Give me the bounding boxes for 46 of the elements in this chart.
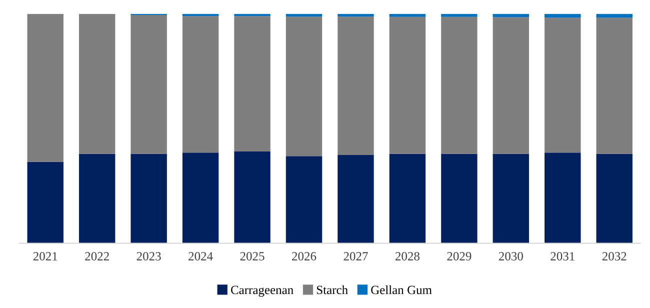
bar: [338, 154, 374, 244]
bar: [596, 154, 632, 244]
bar: [234, 152, 270, 244]
bar: [441, 154, 478, 244]
bar: [544, 152, 581, 244]
legend-label: Gellan Gum: [371, 285, 432, 294]
bar: [182, 16, 219, 153]
bar: [389, 154, 426, 244]
x-tick-label: 2021: [33, 252, 58, 260]
bar: [492, 154, 530, 244]
x-tick-label: 2024: [188, 252, 213, 260]
bar: [441, 14, 478, 17]
bar: [27, 14, 64, 162]
bar: [286, 16, 322, 156]
x-tick-label: 2032: [602, 252, 626, 260]
x-tick-label: 2025: [240, 252, 264, 260]
bar: [441, 16, 478, 154]
bar: [78, 14, 116, 154]
bar: [492, 17, 530, 154]
bar: [27, 162, 64, 244]
bar: [389, 14, 426, 17]
bar: [78, 154, 116, 244]
bar: [492, 14, 530, 18]
bar: [338, 14, 374, 17]
x-tick-label: 2028: [396, 252, 420, 260]
bar: [130, 15, 167, 154]
bar: [338, 16, 374, 155]
bar: [182, 152, 219, 244]
legend-label: Starch: [316, 285, 348, 294]
x-tick-label: 2029: [447, 252, 472, 260]
x-tick-label: 2026: [292, 252, 316, 260]
x-tick-label: 2023: [136, 252, 161, 260]
bar: [596, 18, 632, 154]
bar: [544, 18, 581, 153]
bar: [130, 154, 167, 244]
x-tick-label: 2031: [550, 252, 574, 260]
x-tick-label: 2022: [85, 252, 109, 260]
bar: [286, 14, 322, 17]
legend-label: Carrageenan: [230, 286, 294, 297]
x-tick-label: 2030: [498, 252, 523, 260]
bar: [389, 16, 426, 154]
bar: [544, 14, 581, 18]
x-tick-label: 2027: [344, 252, 368, 260]
bar: [596, 14, 632, 18]
bar: [286, 156, 322, 244]
bar: [234, 16, 270, 152]
